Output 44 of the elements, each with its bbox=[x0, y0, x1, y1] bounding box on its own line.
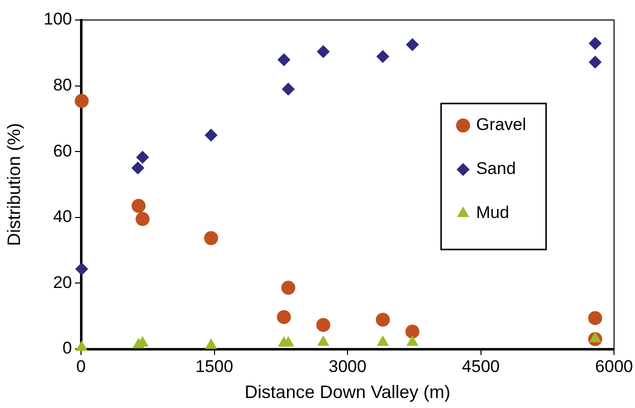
point bbox=[405, 324, 420, 339]
point bbox=[376, 50, 390, 64]
point bbox=[277, 53, 290, 66]
legend-label: Mud bbox=[476, 203, 510, 222]
point bbox=[317, 335, 330, 346]
point bbox=[132, 198, 146, 213]
point bbox=[204, 128, 218, 142]
point bbox=[74, 94, 89, 108]
point bbox=[588, 36, 602, 50]
point bbox=[131, 162, 144, 175]
point bbox=[281, 280, 296, 295]
point bbox=[136, 212, 150, 226]
point bbox=[282, 82, 295, 96]
y-tick-label: 100 bbox=[44, 10, 72, 29]
point bbox=[589, 332, 602, 342]
x-tick-label: 1500 bbox=[195, 356, 234, 376]
x-tick-label: 6000 bbox=[595, 356, 634, 376]
point bbox=[588, 311, 602, 326]
point bbox=[276, 310, 291, 324]
point bbox=[136, 150, 150, 164]
y-tick-label: 80 bbox=[53, 75, 72, 94]
point bbox=[205, 338, 218, 349]
point bbox=[75, 262, 88, 276]
point bbox=[406, 335, 418, 346]
point bbox=[76, 340, 88, 351]
point bbox=[406, 38, 419, 52]
point bbox=[282, 336, 294, 347]
point bbox=[316, 318, 330, 332]
x-tick-label: 0 bbox=[76, 356, 86, 376]
legend-label: Sand bbox=[476, 159, 516, 178]
point bbox=[588, 56, 602, 69]
legend-label: Gravel bbox=[476, 115, 526, 134]
point bbox=[316, 45, 330, 58]
x-axis-title: Distance Down Valley (m) bbox=[244, 382, 450, 402]
x-tick-label: 3000 bbox=[328, 356, 366, 376]
x-tick-label: 4500 bbox=[462, 356, 500, 376]
y-tick-label: 60 bbox=[53, 141, 72, 160]
y-tick-label: 40 bbox=[53, 207, 72, 226]
y-tick-label: 0 bbox=[62, 338, 72, 358]
point bbox=[204, 231, 218, 246]
point bbox=[376, 335, 389, 346]
point bbox=[376, 312, 390, 327]
y-axis-title: Distribution (%) bbox=[4, 122, 24, 246]
y-tick-label: 20 bbox=[53, 272, 72, 292]
